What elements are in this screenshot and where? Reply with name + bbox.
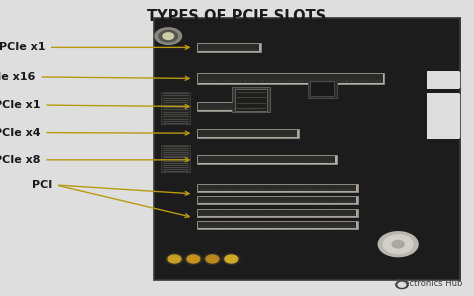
Bar <box>161 92 190 124</box>
Text: PCI: PCI <box>32 180 52 190</box>
Bar <box>197 184 358 192</box>
Bar <box>197 209 358 217</box>
Bar <box>310 81 334 96</box>
Text: PCIe x16: PCIe x16 <box>0 72 36 82</box>
Bar <box>197 102 261 111</box>
Bar <box>197 221 358 229</box>
Circle shape <box>225 255 237 263</box>
Circle shape <box>396 281 408 289</box>
Bar <box>198 185 356 191</box>
Bar <box>198 222 356 228</box>
Text: PCIe x1: PCIe x1 <box>0 42 45 52</box>
Bar <box>198 103 259 110</box>
Circle shape <box>378 232 418 257</box>
Circle shape <box>223 254 240 264</box>
Bar <box>308 80 337 98</box>
Circle shape <box>159 30 178 42</box>
Circle shape <box>206 255 219 263</box>
Bar <box>198 197 356 203</box>
Circle shape <box>383 235 413 253</box>
Circle shape <box>163 33 173 39</box>
Text: TYPES OF PCIE SLOTS: TYPES OF PCIE SLOTS <box>147 9 327 25</box>
Bar <box>197 73 384 84</box>
Text: PCIe x4: PCIe x4 <box>0 128 40 138</box>
Circle shape <box>392 240 404 248</box>
Text: PCIe x1: PCIe x1 <box>0 100 40 110</box>
Bar <box>154 18 460 280</box>
Text: Electronics Hub: Electronics Hub <box>394 279 462 288</box>
Bar <box>198 210 356 216</box>
Bar <box>427 93 460 139</box>
Circle shape <box>166 254 183 264</box>
Bar <box>198 156 335 163</box>
Circle shape <box>187 255 200 263</box>
Text: PCIe x8: PCIe x8 <box>0 155 40 165</box>
Bar <box>161 145 190 172</box>
Circle shape <box>155 28 182 44</box>
Bar <box>198 130 297 137</box>
Bar <box>198 44 259 51</box>
Bar <box>197 43 261 52</box>
Bar <box>235 89 267 111</box>
Circle shape <box>204 254 221 264</box>
Bar <box>427 71 460 89</box>
Bar <box>197 196 358 204</box>
Bar <box>232 87 270 112</box>
Circle shape <box>185 254 202 264</box>
Circle shape <box>168 255 181 263</box>
Circle shape <box>398 282 406 287</box>
Bar <box>198 74 383 83</box>
Bar <box>197 155 337 164</box>
Bar <box>197 129 299 138</box>
